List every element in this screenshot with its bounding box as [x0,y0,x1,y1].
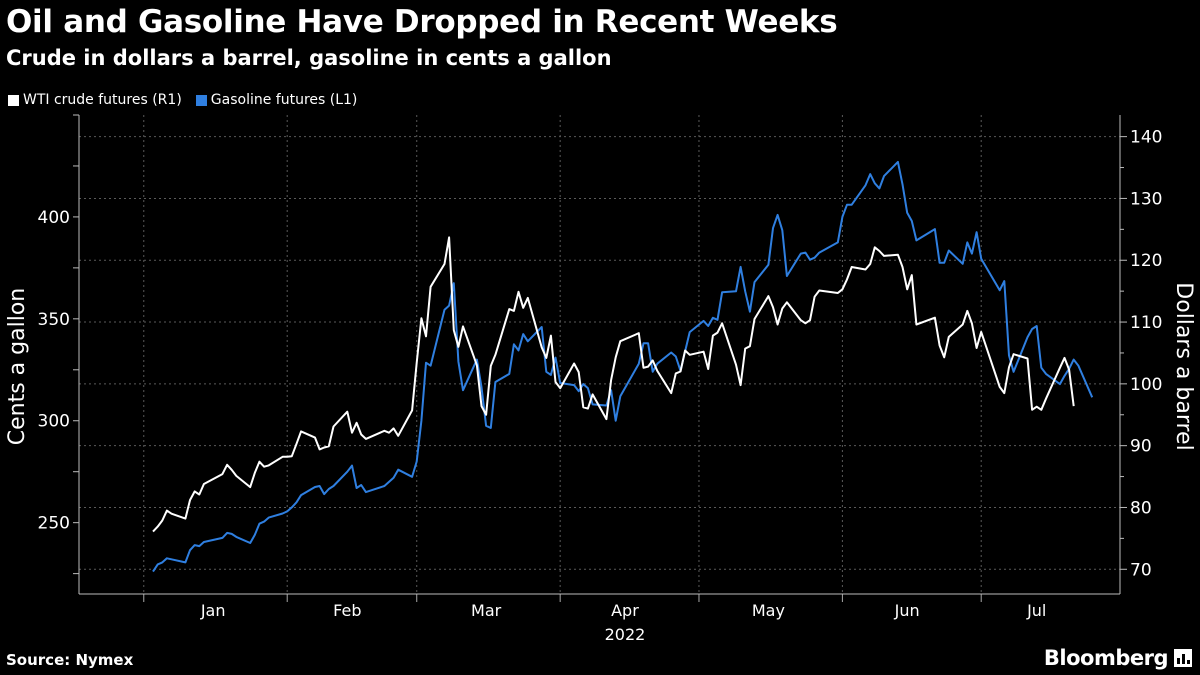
series-lines [152,160,1094,573]
axis-labels: 250 300 350 400 70 80 90 100 110 120 130 140 Jan Feb M… [5,128,1196,644]
axes [73,114,1127,602]
right-tick-label: 90 [1130,437,1152,457]
legend-item-gasoline: Gasoline futures (L1) [195,92,358,108]
x-tick-label: Jul [1026,601,1046,620]
bloomberg-terminal-icon [1174,649,1192,667]
legend-item-wti: WTI crude futures (R1) [8,92,182,108]
legend-swatch-wti [8,94,19,106]
chart-subtitle: Crude in dollars a barrel, gasoline in c… [6,46,612,70]
chart-title: Oil and Gasoline Have Dropped in Recent … [6,4,838,40]
x-tick-label: Jan [200,601,226,620]
source-note: Source: Nymex [6,651,134,669]
gasoline-series-line [152,160,1094,573]
x-tick-label: May [752,601,785,620]
x-tick-label: Feb [333,601,361,620]
brand-name: Bloomberg [1043,646,1169,670]
left-tick-label: 300 [38,412,70,432]
x-tick-label: Jun [894,601,920,620]
left-axis-title: Cents a gallon [5,288,30,445]
right-tick-label: 100 [1130,375,1162,395]
legend: WTI crude futures (R1) Gasoline futures … [8,92,357,108]
legend-label-gasoline: Gasoline futures (L1) [210,92,358,108]
right-axis-title: Dollars a barrel [1171,282,1196,450]
left-tick-label: 250 [38,514,70,534]
legend-label-wti: WTI crude futures (R1) [23,92,182,108]
wti-series-line [152,236,1075,533]
x-year-label: 2022 [605,625,646,644]
right-tick-label: 110 [1130,313,1162,333]
x-tick-label: Mar [471,601,502,620]
right-tick-label: 80 [1130,498,1152,518]
bloomberg-logo: Bloomberg [1044,646,1192,670]
right-tick-label: 130 [1130,189,1162,209]
legend-swatch-gasoline [195,94,207,106]
right-tick-label: 140 [1130,128,1162,148]
grid-lines [79,115,1120,594]
left-tick-label: 350 [38,310,70,330]
x-tick-label: Apr [611,601,639,620]
right-tick-label: 70 [1130,560,1152,580]
left-tick-label: 400 [38,208,70,228]
right-tick-label: 120 [1130,251,1162,271]
